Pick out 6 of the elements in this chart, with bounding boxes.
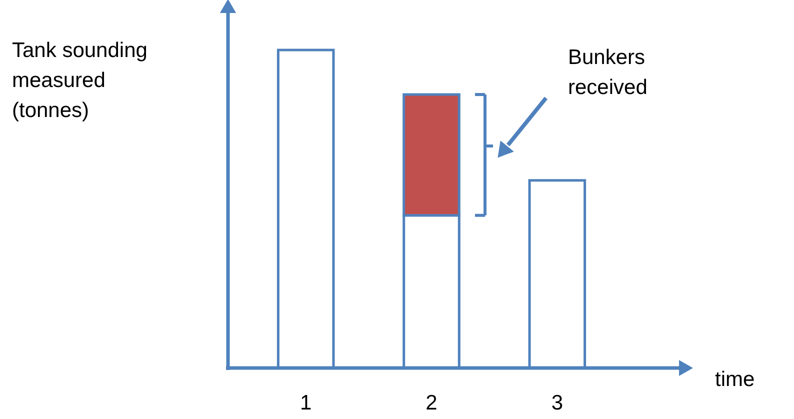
- y-axis-title: Tank sounding measured (tonnes): [12, 39, 148, 122]
- x-tick-label: 3: [551, 392, 564, 414]
- annotation: Bunkers received: [568, 46, 648, 99]
- x-tick-label: 2: [426, 392, 438, 414]
- x-axis-title: time: [715, 368, 755, 391]
- x-tick-label: 1: [300, 392, 312, 414]
